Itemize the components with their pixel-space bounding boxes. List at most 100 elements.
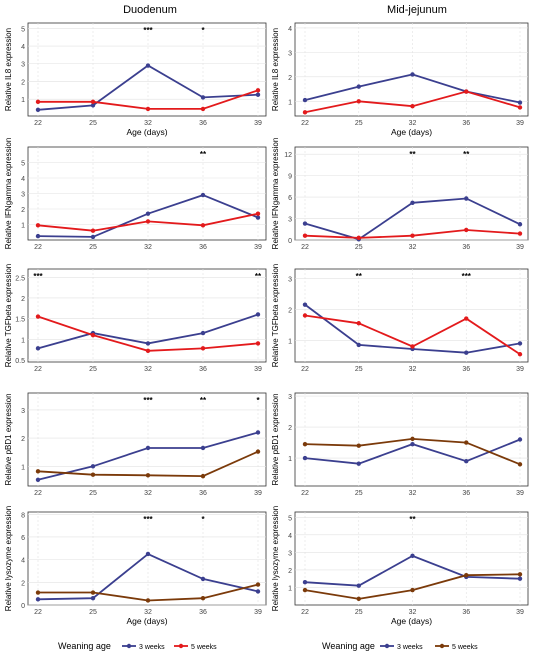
data-point	[145, 106, 151, 112]
x-tick-label: 36	[199, 490, 207, 497]
data-point	[517, 437, 523, 442]
y-axis-label: Relative TGFbeta expression	[271, 264, 280, 367]
panel-3: 1 2 3 4 5 22 25 32 36 39 Relative IFNgamma express…	[4, 138, 267, 251]
x-tick-label: 32	[144, 490, 152, 497]
x-tick-label: 36	[462, 609, 470, 616]
x-tick-label: 32	[409, 366, 417, 373]
data-point	[464, 89, 469, 94]
data-point	[35, 346, 41, 351]
data-point	[517, 222, 523, 227]
data-point	[464, 440, 469, 445]
data-point	[145, 63, 151, 68]
panel-frame	[294, 22, 529, 117]
y-tick-label: 2	[288, 568, 292, 575]
y-tick-label: 2	[21, 207, 25, 214]
data-point	[200, 95, 206, 100]
x-tick-label: 39	[254, 609, 262, 616]
x-tick-label: 32	[144, 609, 152, 616]
data-point	[410, 72, 415, 77]
panel-2: 1 2 3 4 22 25 32 36 39 Age (days) Relative IL8 exp…	[271, 22, 529, 137]
x-tick-label: 39	[516, 120, 524, 127]
data-point	[90, 590, 96, 595]
data-point	[410, 587, 415, 593]
data-point	[302, 441, 308, 447]
x-tick-label: 22	[34, 490, 42, 497]
data-point	[35, 99, 41, 105]
data-point	[517, 576, 523, 581]
y-tick-label: 2	[21, 436, 25, 443]
x-tick-label: 36	[199, 120, 207, 127]
y-tick-label: 2	[21, 580, 25, 587]
y-tick-label: 3	[21, 62, 25, 69]
significance-annotation: *	[201, 515, 205, 524]
y-tick-label: 2	[21, 79, 25, 86]
data-point	[356, 99, 361, 104]
x-tick-label: 32	[409, 120, 417, 127]
x-tick-label: 39	[516, 244, 524, 251]
data-point	[200, 192, 206, 198]
x-tick-label: 25	[89, 120, 97, 127]
x-tick-label: 25	[89, 609, 97, 616]
significance-annotation: ***	[143, 396, 153, 405]
y-tick-label: 6	[21, 535, 25, 542]
y-tick-label: 2	[288, 425, 292, 432]
data-point	[302, 233, 308, 238]
y-tick-label: 1	[21, 464, 25, 471]
data-point	[145, 473, 151, 478]
data-point	[90, 228, 96, 233]
x-tick-label: 22	[34, 609, 42, 616]
significance-annotation: *	[256, 396, 260, 405]
data-point	[255, 88, 261, 93]
y-tick-label: 0	[21, 603, 25, 610]
y-tick-label: 5	[21, 161, 25, 168]
y-axis-label: Relative TGFbeta expression	[4, 264, 13, 367]
data-point	[410, 436, 415, 442]
x-tick-label: 22	[34, 366, 42, 373]
data-point	[90, 234, 96, 240]
data-point	[145, 445, 151, 451]
data-point	[302, 587, 308, 593]
significance-annotation: ***	[33, 272, 43, 281]
data-point	[35, 477, 41, 482]
data-point	[356, 583, 361, 588]
x-tick-label: 25	[355, 490, 363, 497]
x-tick-label: 32	[144, 366, 152, 373]
x-axis-label: Age (days)	[391, 127, 432, 137]
x-tick-label: 25	[89, 366, 97, 373]
panel-9: 0 2 4 6 8 22 25 32 36 39 Age (days) Relative lysozy…	[4, 506, 267, 626]
y-tick-label: 2	[288, 307, 292, 314]
y-axis-label: Relative pBD1 expression	[4, 393, 13, 485]
x-tick-label: 22	[301, 366, 309, 373]
significance-annotation: **	[200, 396, 207, 405]
significance-annotation: **	[409, 515, 416, 524]
y-tick-label: 1	[288, 585, 292, 592]
x-tick-label: 32	[409, 490, 417, 497]
y-axis-label: Relative pBD1 expression	[271, 393, 280, 485]
data-point	[200, 223, 206, 228]
data-point	[356, 443, 361, 448]
data-point	[200, 473, 206, 479]
y-tick-label: 1	[288, 456, 292, 463]
y-tick-label: 9	[288, 174, 292, 181]
y-tick-label: 1	[21, 223, 25, 230]
y-tick-label: 2	[288, 75, 292, 82]
y-tick-label: 2	[21, 296, 25, 303]
data-point	[200, 330, 206, 336]
y-tick-label: 0.5	[15, 358, 25, 365]
y-tick-label: 3	[288, 394, 292, 401]
significance-annotation: **	[463, 150, 470, 159]
y-axis-label: Relative IFNgamma expression	[4, 138, 13, 250]
data-point	[255, 211, 261, 216]
data-point	[200, 595, 206, 601]
data-point	[356, 342, 361, 348]
significance-annotation: ***	[143, 515, 153, 524]
panel-5: 0.5 1 1.5 2 2.5 22 25 32 36 39 Relative TGFbeta ex…	[4, 264, 267, 373]
y-tick-label: 4	[21, 558, 25, 565]
data-point	[356, 235, 361, 241]
data-point	[255, 430, 261, 435]
data-point	[410, 441, 415, 447]
x-tick-label: 25	[355, 120, 363, 127]
